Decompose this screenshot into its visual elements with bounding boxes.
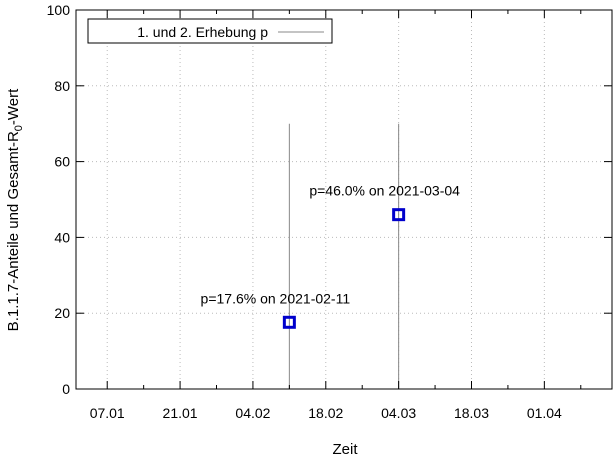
x-ticks: 07.01 21.01 04.02 18.02 04.03 18.03 01.04 <box>90 10 582 421</box>
axes <box>75 9 613 390</box>
grid <box>76 10 612 389</box>
x-tick-label: 07.01 <box>90 405 125 421</box>
x-axis-label: Zeit <box>332 441 358 458</box>
x-tick-label: 21.01 <box>163 405 198 421</box>
annotation-label: p=17.6% on 2021-02-11 <box>201 290 351 306</box>
data-points <box>282 208 406 329</box>
plot-frame <box>75 9 613 390</box>
y-tick-label: 20 <box>54 305 70 321</box>
y-tick-label: 80 <box>54 78 70 94</box>
legend-box <box>87 18 333 44</box>
y-ticks: 0 20 40 60 80 100 <box>47 2 612 397</box>
legend-label: 1. und 2. Erhebung p <box>137 24 268 40</box>
y-tick-label: 100 <box>47 2 71 18</box>
x-tick-label: 01.04 <box>527 405 562 421</box>
annotations: p=17.6% on 2021-02-11 p=46.0% on 2021-03-… <box>201 183 461 307</box>
y-tick-label: 0 <box>62 381 70 397</box>
x-tick-label: 18.02 <box>308 405 343 421</box>
y-axis-label-main: B.1.1.7-Anteile und Gesamt-R <box>5 131 22 331</box>
y-axis-label: B.1.1.7-Anteile und Gesamt-R0-Wert <box>5 88 25 331</box>
vertical-lines <box>288 123 400 389</box>
x-tick-label: 04.03 <box>381 405 416 421</box>
data-point <box>392 208 406 222</box>
data-point <box>282 315 296 329</box>
x-tick-label: 04.02 <box>235 405 270 421</box>
y-tick-label: 60 <box>54 154 70 170</box>
y-axis-label-subscript: 0 <box>13 125 25 131</box>
annotation-label: p=46.0% on 2021-03-04 <box>309 183 460 199</box>
y-axis-label-suffix: -Wert <box>5 88 22 125</box>
legend: 1. und 2. Erhebung p <box>87 18 333 44</box>
x-tick-label: 18.03 <box>454 405 489 421</box>
y-tick-label: 40 <box>54 229 70 245</box>
